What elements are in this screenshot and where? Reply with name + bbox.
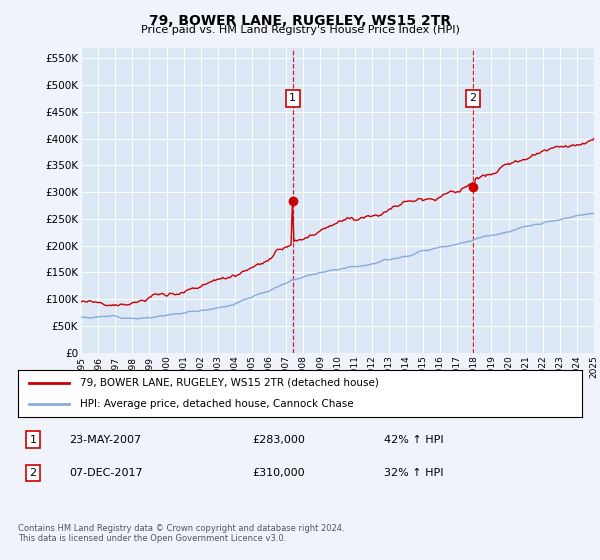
Text: 23-MAY-2007: 23-MAY-2007 (69, 435, 141, 445)
Text: HPI: Average price, detached house, Cannock Chase: HPI: Average price, detached house, Cann… (80, 399, 353, 409)
Text: Contains HM Land Registry data © Crown copyright and database right 2024.
This d: Contains HM Land Registry data © Crown c… (18, 524, 344, 543)
Text: 1: 1 (29, 435, 37, 445)
Text: £310,000: £310,000 (252, 468, 305, 478)
Text: 2: 2 (469, 94, 476, 104)
Text: 1: 1 (289, 94, 296, 104)
Text: 79, BOWER LANE, RUGELEY, WS15 2TR (detached house): 79, BOWER LANE, RUGELEY, WS15 2TR (detac… (80, 378, 379, 388)
Text: 79, BOWER LANE, RUGELEY, WS15 2TR: 79, BOWER LANE, RUGELEY, WS15 2TR (149, 14, 451, 28)
Text: Price paid vs. HM Land Registry's House Price Index (HPI): Price paid vs. HM Land Registry's House … (140, 25, 460, 35)
Text: £283,000: £283,000 (252, 435, 305, 445)
Text: 2: 2 (29, 468, 37, 478)
Text: 32% ↑ HPI: 32% ↑ HPI (384, 468, 443, 478)
Text: 07-DEC-2017: 07-DEC-2017 (69, 468, 143, 478)
Text: 42% ↑ HPI: 42% ↑ HPI (384, 435, 443, 445)
